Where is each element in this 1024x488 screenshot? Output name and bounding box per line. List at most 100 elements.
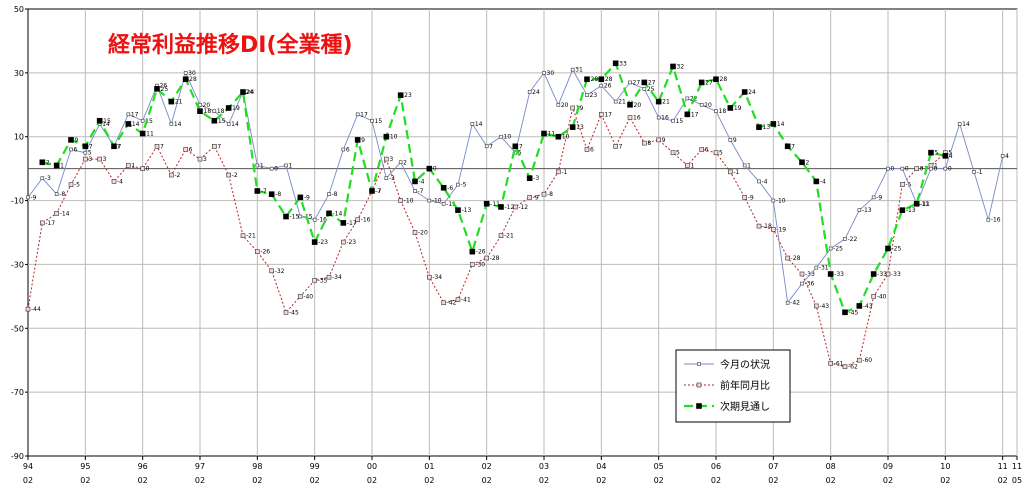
data-point [240, 233, 246, 238]
data-point [211, 117, 218, 124]
data-point [670, 63, 676, 70]
data-point [284, 163, 288, 168]
x-tick-year: 10 [940, 462, 950, 471]
data-point [612, 60, 619, 67]
x-tick-year: 04 [596, 462, 606, 471]
data-point [527, 90, 532, 94]
legend-label: 今月の状況 [720, 358, 770, 371]
data-point [111, 179, 117, 184]
data-label: 4 [949, 153, 953, 160]
data-label: 14 [475, 121, 483, 128]
data-point [641, 79, 648, 86]
data-point [226, 122, 231, 126]
data-label: -33 [834, 271, 844, 278]
data-point [857, 357, 862, 363]
data-label: 10 [562, 134, 570, 141]
data-point [283, 213, 289, 220]
data-label: 11 [548, 131, 556, 138]
data-point [54, 192, 59, 196]
data-label: 6 [590, 146, 594, 153]
data-point [125, 121, 132, 127]
data-point [68, 182, 74, 187]
x-tick-year: 00 [367, 462, 377, 471]
data-label: -41 [461, 297, 471, 304]
data-point [182, 76, 189, 83]
data-point [871, 294, 876, 299]
data-label: 2 [46, 159, 50, 166]
data-point [25, 306, 31, 312]
data-point [197, 156, 203, 162]
data-point [412, 230, 418, 235]
data-point [828, 361, 833, 366]
data-point [957, 122, 962, 126]
data-label: 0 [905, 166, 909, 173]
data-label: -7 [261, 188, 267, 195]
data-label: 1 [934, 162, 938, 169]
data-label: 16 [633, 115, 641, 122]
data-point [756, 223, 762, 229]
x-tick-month: 02 [711, 476, 721, 485]
x-tick-month: 02 [195, 476, 205, 485]
data-point [628, 80, 632, 85]
data-label: -33 [891, 271, 901, 278]
data-point [298, 294, 303, 299]
data-label: -43 [819, 303, 829, 310]
data-label: 15 [145, 118, 153, 125]
data-point [68, 137, 74, 143]
data-point [757, 179, 761, 184]
data-point [355, 112, 360, 117]
data-point [198, 102, 202, 107]
data-label: -17 [45, 220, 55, 227]
data-point [154, 86, 160, 92]
data-point [470, 262, 475, 267]
data-label: 6 [346, 146, 350, 153]
data-point [412, 178, 418, 185]
x-tick-year: 95 [80, 462, 90, 471]
data-label: 5 [88, 150, 92, 157]
data-label: -3 [389, 175, 395, 182]
x-tick-month: 02 [768, 476, 778, 485]
data-label: 27 [633, 79, 641, 86]
data-point [427, 274, 432, 280]
data-point [742, 195, 747, 200]
data-point [326, 210, 332, 217]
data-label: -11 [446, 201, 456, 208]
data-point [713, 150, 719, 155]
x-tick-month: 02 [252, 476, 262, 485]
data-label: -15 [303, 214, 313, 221]
data-point [728, 169, 733, 175]
data-point [929, 166, 933, 171]
data-label: 10 [390, 134, 398, 141]
data-label: 9 [75, 137, 79, 144]
series-line-b [27, 106, 946, 368]
x-tick-month: 02 [654, 476, 664, 485]
data-point [183, 71, 188, 75]
x-tick-year: 01 [424, 462, 434, 471]
x-tick-month: 02 [138, 476, 148, 485]
legend-label: 前年同月比 [720, 379, 770, 392]
data-point [470, 122, 475, 126]
data-label: -10 [404, 198, 414, 205]
data-label: -7 [375, 188, 381, 195]
data-point [814, 265, 819, 270]
data-label: -8 [547, 191, 553, 198]
data-label: 21 [618, 99, 626, 106]
data-point [599, 83, 604, 88]
data-label: -9 [31, 194, 37, 201]
x-tick-year: 11 [998, 462, 1008, 471]
data-label: -36 [805, 281, 815, 288]
data-label: 5 [719, 150, 723, 157]
data-point [97, 156, 102, 162]
data-point [225, 105, 232, 111]
data-point [427, 198, 432, 203]
data-point [756, 124, 762, 130]
data-point [513, 204, 518, 210]
data-point [771, 198, 776, 203]
data-point [226, 172, 231, 178]
data-label: 25 [647, 86, 655, 93]
data-point [713, 76, 719, 83]
data-label: 2 [806, 159, 810, 166]
x-tick-month: 02 [883, 476, 893, 485]
data-point [499, 134, 503, 139]
x-tick-month: 02 [367, 476, 377, 485]
